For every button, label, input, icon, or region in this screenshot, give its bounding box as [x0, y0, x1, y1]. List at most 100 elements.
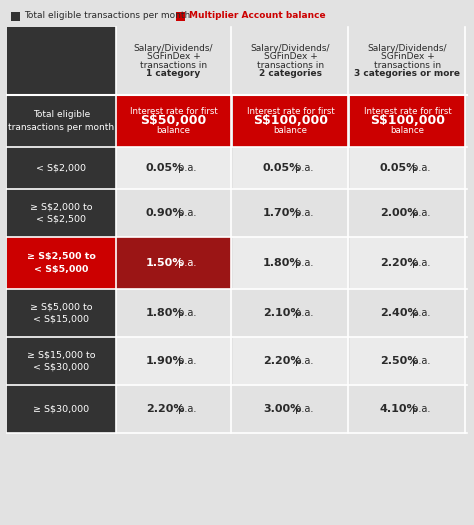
Text: 1.50%: 1.50% — [146, 258, 184, 268]
Bar — [7, 385, 116, 433]
Bar — [350, 385, 465, 433]
Text: 2 categories: 2 categories — [259, 69, 322, 78]
Bar — [116, 237, 231, 289]
Bar — [116, 95, 231, 147]
Text: p.a.: p.a. — [292, 356, 314, 366]
Bar — [350, 337, 465, 385]
Text: p.a.: p.a. — [410, 208, 431, 218]
Text: 3.00%: 3.00% — [263, 404, 301, 414]
Bar — [11, 12, 20, 20]
Bar — [7, 147, 116, 189]
Text: balance: balance — [273, 126, 308, 135]
Text: 2.50%: 2.50% — [380, 356, 418, 366]
Text: p.a.: p.a. — [175, 308, 197, 318]
Text: Total eligible
transactions per month: Total eligible transactions per month — [9, 110, 115, 132]
Text: ≥ S$15,000 to
< S$30,000: ≥ S$15,000 to < S$30,000 — [27, 350, 96, 372]
Text: p.a.: p.a. — [175, 208, 197, 218]
Bar — [233, 147, 348, 189]
Text: SGFinDex +: SGFinDex + — [146, 52, 201, 61]
Text: ≥ S$30,000: ≥ S$30,000 — [34, 404, 90, 414]
Bar — [350, 189, 465, 237]
Text: 2.20%: 2.20% — [263, 356, 301, 366]
Text: ≥ S$2,500 to
< S$5,000: ≥ S$2,500 to < S$5,000 — [27, 252, 96, 274]
Text: < S$2,000: < S$2,000 — [36, 163, 86, 173]
Text: 0.05%: 0.05% — [380, 163, 418, 173]
Bar — [233, 189, 348, 237]
Bar — [233, 289, 348, 337]
Bar — [350, 147, 465, 189]
Text: ≥ S$5,000 to
< S$15,000: ≥ S$5,000 to < S$15,000 — [30, 302, 93, 324]
Text: 1.80%: 1.80% — [146, 308, 184, 318]
Text: SGFinDex +: SGFinDex + — [264, 52, 318, 61]
Bar — [7, 189, 116, 237]
Bar — [116, 337, 231, 385]
Text: S$50,000: S$50,000 — [140, 114, 207, 128]
Bar — [233, 337, 348, 385]
Text: p.a.: p.a. — [175, 163, 197, 173]
Bar — [7, 237, 116, 289]
Bar — [116, 189, 231, 237]
Text: p.a.: p.a. — [410, 404, 431, 414]
Text: 1.70%: 1.70% — [263, 208, 301, 218]
Text: p.a.: p.a. — [292, 308, 314, 318]
Bar — [116, 385, 231, 433]
Text: Salary/Dividends/: Salary/Dividends/ — [251, 44, 330, 52]
Text: Total eligible transactions per month: Total eligible transactions per month — [24, 12, 190, 20]
Text: p.a.: p.a. — [292, 404, 314, 414]
Text: p.a.: p.a. — [292, 258, 314, 268]
Bar — [7, 5, 467, 27]
Text: balance: balance — [391, 126, 425, 135]
Bar — [350, 237, 465, 289]
Bar — [7, 27, 116, 95]
Text: p.a.: p.a. — [175, 404, 197, 414]
Bar — [233, 95, 348, 147]
Text: p.a.: p.a. — [292, 163, 314, 173]
Bar — [350, 95, 465, 147]
Text: 0.05%: 0.05% — [263, 163, 301, 173]
Text: transactions in: transactions in — [140, 61, 207, 70]
Text: transactions in: transactions in — [257, 61, 324, 70]
Bar — [233, 237, 348, 289]
Text: Salary/Dividends/: Salary/Dividends/ — [368, 44, 447, 52]
Text: S$100,000: S$100,000 — [370, 114, 445, 128]
Text: SGFinDex +: SGFinDex + — [381, 52, 434, 61]
Text: Multiplier Account balance: Multiplier Account balance — [189, 12, 326, 20]
Text: p.a.: p.a. — [410, 308, 431, 318]
Text: p.a.: p.a. — [175, 356, 197, 366]
Text: Interest rate for first: Interest rate for first — [364, 107, 451, 116]
Bar — [350, 289, 465, 337]
Bar — [350, 27, 465, 95]
Text: Interest rate for first: Interest rate for first — [129, 107, 218, 116]
Text: 3 categories or more: 3 categories or more — [355, 69, 461, 78]
Text: balance: balance — [156, 126, 191, 135]
Text: 4.10%: 4.10% — [380, 404, 419, 414]
Text: p.a.: p.a. — [410, 258, 431, 268]
Bar — [176, 12, 185, 20]
Text: 0.90%: 0.90% — [146, 208, 184, 218]
Bar — [7, 95, 116, 147]
Bar — [233, 385, 348, 433]
Text: 1.90%: 1.90% — [146, 356, 184, 366]
Text: p.a.: p.a. — [175, 258, 197, 268]
Text: Interest rate for first: Interest rate for first — [246, 107, 334, 116]
Text: 2.00%: 2.00% — [380, 208, 418, 218]
Bar — [116, 27, 231, 95]
Text: 1 category: 1 category — [146, 69, 201, 78]
Text: p.a.: p.a. — [292, 208, 314, 218]
Text: p.a.: p.a. — [410, 356, 431, 366]
Bar — [7, 289, 116, 337]
Text: 0.05%: 0.05% — [146, 163, 184, 173]
Bar — [116, 147, 231, 189]
Text: 1.80%: 1.80% — [263, 258, 301, 268]
Text: ≥ S$2,000 to
< S$2,500: ≥ S$2,000 to < S$2,500 — [30, 202, 93, 224]
Text: Salary/Dividends/: Salary/Dividends/ — [134, 44, 213, 52]
Bar — [7, 337, 116, 385]
Text: transactions in: transactions in — [374, 61, 441, 70]
Text: p.a.: p.a. — [410, 163, 431, 173]
Bar — [116, 289, 231, 337]
Bar — [233, 27, 348, 95]
Text: 2.20%: 2.20% — [380, 258, 419, 268]
Text: 2.10%: 2.10% — [263, 308, 301, 318]
Text: 2.40%: 2.40% — [380, 308, 419, 318]
Text: S$100,000: S$100,000 — [253, 114, 328, 128]
